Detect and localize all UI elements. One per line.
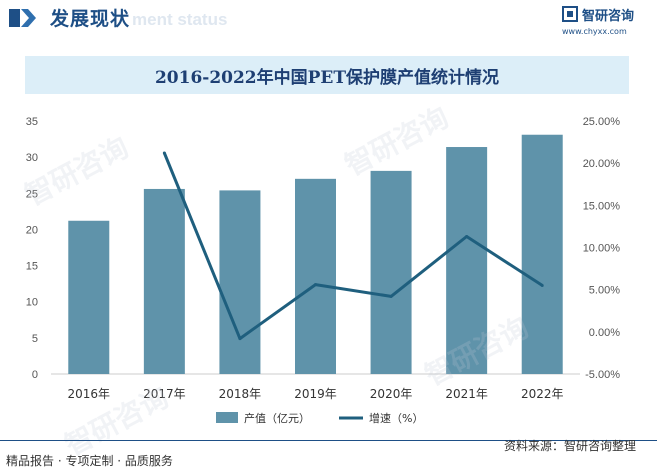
- x-tick-label: 2020年: [370, 387, 413, 401]
- growth-line: [162, 152, 544, 341]
- growth-point: [162, 151, 166, 155]
- bar: [68, 220, 110, 374]
- growth-point: [389, 294, 393, 298]
- x-tick-label: 2021年: [445, 387, 488, 401]
- bar: [219, 190, 261, 374]
- x-tick-label: 2022年: [521, 387, 564, 401]
- y-right-tick-label: 20.00%: [583, 158, 621, 170]
- legend-bar-label: 产值（亿元）: [244, 411, 310, 425]
- growth-point: [540, 283, 544, 287]
- chart-title: 2016-2022年中国PET保护膜产值统计情况: [154, 67, 500, 88]
- legend-bar-swatch: [216, 412, 238, 423]
- section-subtitle: ment status: [132, 10, 228, 29]
- y-left-tick-label: 0: [32, 369, 38, 381]
- header-bar: ment status 发展现状 智研咨询 www.chyxx.com: [0, 0, 657, 40]
- growth-point: [314, 283, 317, 287]
- bar: [521, 134, 563, 374]
- y-right-tick-label: -5.00%: [585, 369, 620, 381]
- brand-name: 智研咨询: [582, 9, 635, 24]
- x-tick-label: 2016年: [68, 387, 111, 401]
- y-right-tick-label: 25.00%: [583, 116, 621, 128]
- y-right-tick-label: 10.00%: [583, 243, 621, 255]
- y-left-tick-label: 10: [26, 297, 38, 309]
- growth-point: [465, 235, 469, 239]
- growth-point: [238, 337, 242, 341]
- combo-chart: 0 5 10 15 20 25 30 35 -5.00% 0.00% 5.00% 10.00% 15.0…: [26, 116, 621, 425]
- x-tick-label: 2018年: [219, 387, 262, 401]
- y-left-tick-label: 35: [26, 116, 38, 128]
- x-tick-label: 2019年: [294, 387, 337, 401]
- footer-divider: [0, 440, 657, 441]
- y-right-tick-label: 15.00%: [583, 200, 621, 212]
- legend-line-label: 增速（%）: [369, 411, 423, 425]
- y-left-tick-label: 5: [32, 333, 38, 345]
- bar: [295, 178, 336, 374]
- brand-logo: 智研咨询 www.chyxx.com: [562, 5, 652, 39]
- data-source: 资料来源：智研咨询整理: [504, 439, 637, 453]
- bar: [446, 147, 488, 374]
- brand-url: www.chyxx.com: [562, 27, 627, 36]
- y-left-tick-label: 30: [26, 152, 38, 164]
- y-left-tick-label: 20: [26, 224, 38, 236]
- chart-title-band: 2016-2022年中国PET保护膜产值统计情况: [25, 56, 629, 94]
- section-title: 发展现状: [50, 8, 131, 30]
- y-left-tick-label: 15: [26, 261, 38, 273]
- chyxx-logo-icon: [562, 6, 578, 22]
- double-chevron-icon: [9, 9, 36, 27]
- footer-slogan: 精品报告 · 专项定制 · 品质服务: [6, 454, 173, 468]
- y-right-tick-label: 5.00%: [589, 285, 620, 297]
- bar: [143, 188, 185, 374]
- y-right-tick-label: 0.00%: [589, 327, 620, 339]
- x-tick-label: 2017年: [143, 387, 186, 401]
- bar: [370, 170, 412, 374]
- y-left-tick-label: 25: [26, 188, 38, 200]
